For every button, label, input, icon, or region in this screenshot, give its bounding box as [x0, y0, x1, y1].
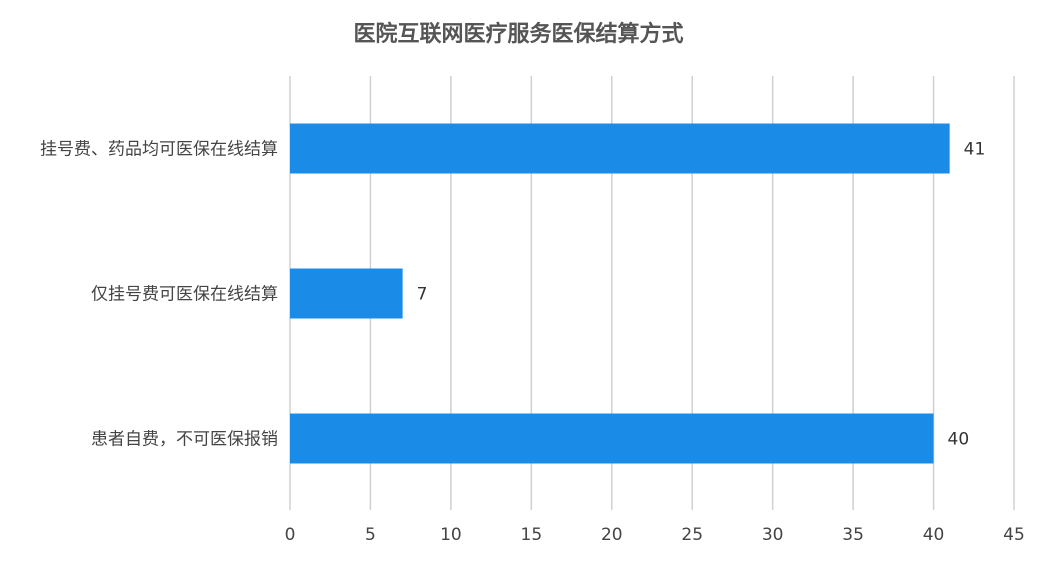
x-tick-label: 25 — [681, 525, 703, 545]
data-label: 41 — [964, 140, 986, 160]
chart-title: 医院互联网医疗服务医保结算方式 — [353, 22, 684, 47]
category-label: 挂号费、药品均可医保在线结算 — [40, 140, 278, 160]
data-labels: 41 7 40 — [417, 140, 986, 450]
bar — [290, 268, 403, 319]
bar — [290, 123, 950, 174]
x-tick-label: 40 — [923, 525, 945, 545]
x-tick-label: 15 — [521, 525, 543, 545]
x-tick-label: 5 — [365, 525, 376, 545]
x-tick-label: 30 — [762, 525, 784, 545]
x-tick-label: 10 — [440, 525, 462, 545]
bar — [290, 413, 934, 464]
data-label: 7 — [417, 285, 428, 305]
x-tick-label: 20 — [601, 525, 623, 545]
category-label: 患者自费，不可医保报销 — [91, 430, 278, 450]
x-axis-tick-labels: 0 5 10 15 20 25 30 35 40 45 — [285, 525, 1025, 545]
x-tick-label: 0 — [285, 525, 296, 545]
bars — [290, 123, 950, 464]
x-tick-label: 45 — [1003, 525, 1025, 545]
category-label: 仅挂号费可医保在线结算 — [91, 285, 278, 305]
x-tick-label: 35 — [842, 525, 864, 545]
data-label: 40 — [948, 430, 970, 450]
